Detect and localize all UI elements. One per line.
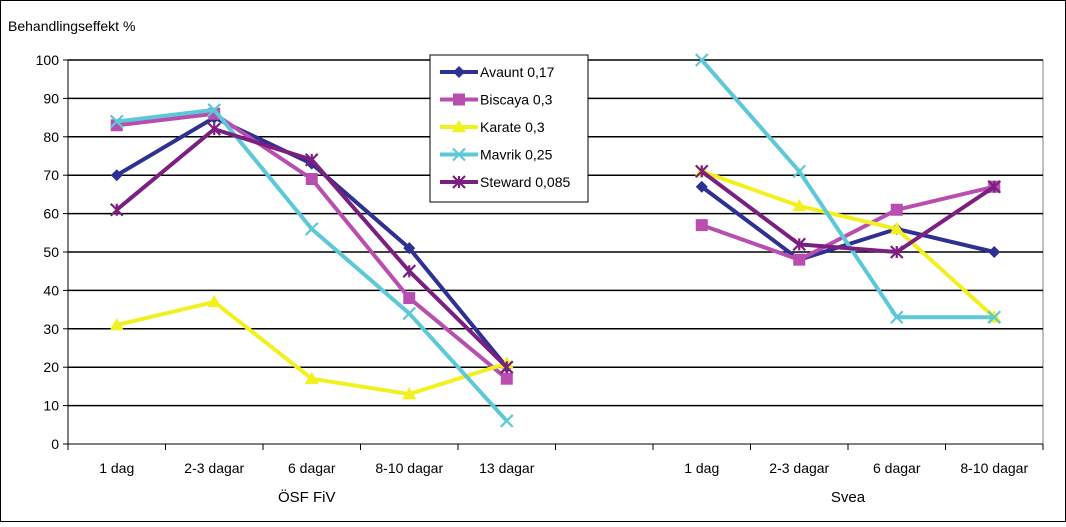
data-point (694, 53, 709, 67)
data-point (889, 221, 904, 235)
y-tick-label: 50 (43, 244, 59, 260)
data-point (452, 120, 466, 133)
x-tick-label: 8-10 dagar (375, 460, 443, 476)
data-point (453, 66, 465, 78)
y-tick-label: 60 (43, 206, 59, 222)
y-tick-label: 80 (43, 129, 59, 145)
data-point (110, 169, 123, 182)
data-point (987, 179, 1002, 194)
y-axis-title: Behandlingseffekt % (8, 18, 135, 34)
series-biscaya (110, 107, 1001, 385)
series-mavrik (109, 53, 1002, 428)
series-line (701, 169, 996, 319)
x-tick-label: 8-10 dagar (960, 460, 1028, 476)
legend: Avaunt 0,17 Biscaya 0,3 Karate 0,3 Mavrik 0… (429, 54, 589, 203)
data-point (452, 175, 466, 189)
data-point (499, 360, 514, 374)
data-point (304, 371, 319, 384)
data-point (793, 253, 806, 266)
data-point (109, 114, 124, 129)
legend-entry: Biscaya 0,3 (440, 92, 553, 108)
data-point (792, 237, 807, 252)
y-tick-label: 70 (43, 167, 59, 183)
legend-entry: Mavrik 0,25 (440, 147, 553, 163)
series-steward (109, 122, 1002, 374)
data-point (109, 202, 124, 217)
data-point (987, 310, 1002, 325)
data-point (499, 414, 514, 428)
legend-entry: Avaunt 0,17 (440, 64, 555, 80)
data-point (402, 387, 417, 400)
data-point (792, 198, 807, 212)
legend-label: Avaunt 0,17 (480, 64, 555, 80)
series-line (700, 58, 995, 320)
data-point (890, 203, 903, 216)
data-point (792, 164, 807, 179)
x-group-label: ÖSF FiV (278, 488, 336, 506)
series-line (701, 184, 995, 262)
y-tick-label: 30 (43, 321, 59, 337)
data-point (889, 310, 904, 325)
x-axis-group-labels: ÖSF FiV Svea (278, 488, 866, 506)
x-tick-label: 2-3 dagar (769, 460, 829, 476)
y-tick-label: 0 (51, 436, 59, 452)
legend-label: Karate 0,3 (480, 119, 545, 135)
x-tick-label: 6 dagar (288, 460, 336, 476)
y-tick-label: 100 (36, 52, 60, 68)
data-point (500, 372, 513, 385)
x-tick-label: 1 dag (99, 460, 134, 476)
data-point (304, 222, 319, 236)
data-point (403, 242, 416, 255)
data-point (889, 245, 904, 259)
x-tick-label: 2-3 dagar (184, 460, 244, 476)
x-group-label: Svea (831, 489, 866, 506)
data-point (403, 292, 416, 305)
data-point (402, 264, 417, 278)
data-point (304, 153, 319, 167)
y-tick-label: 40 (43, 282, 59, 298)
data-point (207, 294, 222, 308)
data-point (305, 173, 318, 186)
x-tick-label: 6 dagar (873, 460, 921, 476)
legend-label: Steward 0,085 (480, 174, 570, 190)
legend-entry: Karate 0,3 (440, 119, 545, 135)
data-point (695, 180, 708, 193)
data-point (207, 103, 222, 117)
y-tick-label: 90 (43, 90, 59, 106)
y-tick-label: 10 (43, 398, 59, 414)
data-point (988, 246, 1001, 258)
data-point (452, 147, 466, 162)
x-axis-ticks: 1 dag 2-3 dagar 6 dagar 8-10 dagar 13 dagar 1… (67, 444, 1044, 476)
legend-label: Mavrik 0,25 (480, 147, 553, 163)
data-point (109, 317, 124, 331)
legend-entry: Steward 0,085 (440, 174, 570, 190)
x-tick-label: 1 dag (684, 460, 719, 476)
series-layer (109, 53, 1002, 428)
data-point (453, 93, 465, 106)
data-point (694, 164, 709, 179)
x-tick-label: 13 dagar (479, 460, 535, 476)
series-line (700, 169, 996, 254)
legend-label: Biscaya 0,3 (480, 92, 553, 108)
data-point (695, 219, 708, 232)
data-point (402, 306, 417, 321)
y-tick-label: 20 (43, 359, 59, 375)
data-point (207, 122, 222, 136)
